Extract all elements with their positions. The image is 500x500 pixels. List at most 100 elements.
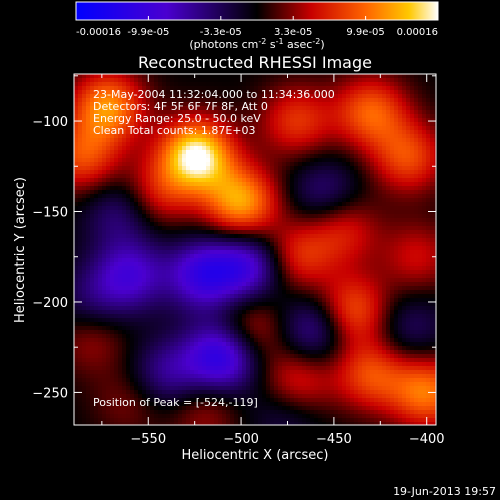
heatmap-cell (158, 174, 162, 178)
heatmap-cell (114, 246, 118, 250)
heatmap-cell (158, 230, 162, 234)
heatmap-cell (370, 138, 374, 142)
heatmap-cell (210, 118, 214, 122)
heatmap-cell (346, 246, 350, 250)
heatmap-cell (130, 170, 134, 174)
heatmap-cell (386, 206, 390, 210)
heatmap-cell (326, 222, 330, 226)
heatmap-cell (118, 206, 122, 210)
heatmap-cell (186, 202, 190, 206)
heatmap-cell (366, 170, 370, 174)
heatmap-cell (294, 130, 298, 134)
heatmap-cell (398, 234, 402, 238)
heatmap-cell (354, 130, 358, 134)
heatmap-cell (134, 222, 138, 226)
heatmap-cell (242, 170, 246, 174)
heatmap-cell (278, 154, 282, 158)
heatmap-cell (94, 154, 98, 158)
heatmap-cell (294, 94, 298, 98)
heatmap-cell (202, 274, 206, 278)
heatmap-cell (286, 262, 290, 266)
heatmap-cell (258, 282, 262, 286)
heatmap-cell (86, 190, 90, 194)
heatmap-cell (90, 98, 94, 102)
heatmap-cell (226, 110, 230, 114)
heatmap-cell (202, 218, 206, 222)
heatmap-cell (390, 74, 394, 78)
heatmap-cell (126, 242, 130, 246)
heatmap-cell (274, 134, 278, 138)
heatmap-cell (358, 94, 362, 98)
heatmap-cell (130, 278, 134, 282)
heatmap-cell (302, 90, 306, 94)
heatmap-cell (242, 242, 246, 246)
heatmap-cell (126, 102, 130, 106)
heatmap-cell (278, 174, 282, 178)
heatmap-cell (270, 110, 274, 114)
heatmap-cell (218, 262, 222, 266)
heatmap-cell (422, 142, 426, 146)
heatmap-cell (194, 102, 198, 106)
heatmap-cell (226, 274, 230, 278)
heatmap-cell (126, 186, 130, 190)
heatmap-cell (170, 274, 174, 278)
heatmap-cell (262, 218, 266, 222)
heatmap-cell (358, 286, 362, 290)
heatmap-cell (146, 150, 150, 154)
heatmap-cell (138, 194, 142, 198)
heatmap-cell (398, 250, 402, 254)
heatmap-cell (422, 106, 426, 110)
heatmap-cell (230, 126, 234, 130)
heatmap-cell (194, 186, 198, 190)
heatmap-cell (78, 166, 82, 170)
heatmap-cell (434, 146, 436, 150)
heatmap-cell (298, 106, 302, 110)
heatmap-cell (206, 198, 210, 202)
heatmap-cell (322, 134, 326, 138)
heatmap-cell (142, 286, 146, 290)
heatmap-cell (194, 110, 198, 114)
heatmap-cell (234, 130, 238, 134)
heatmap-cell (342, 182, 346, 186)
heatmap-cell (430, 162, 434, 166)
heatmap-cell (102, 234, 106, 238)
heatmap-cell (350, 170, 354, 174)
heatmap-cell (266, 186, 270, 190)
heatmap-cell (414, 110, 418, 114)
heatmap-cell (242, 118, 246, 122)
heatmap-cell (418, 286, 422, 290)
heatmap-cell (418, 98, 422, 102)
heatmap-cell (426, 242, 430, 246)
heatmap-cell (358, 74, 362, 78)
heatmap-cell (106, 218, 110, 222)
heatmap-cell (130, 78, 134, 82)
heatmap-cell (222, 126, 226, 130)
heatmap-cell (414, 138, 418, 142)
heatmap-cell (130, 238, 134, 242)
heatmap-cell (74, 142, 78, 146)
heatmap-cell (198, 230, 202, 234)
heatmap-cell (250, 254, 254, 258)
heatmap-cell (426, 86, 430, 90)
heatmap-cell (294, 266, 298, 270)
heatmap-cell (158, 262, 162, 266)
heatmap-cell (274, 258, 278, 262)
heatmap-cell (326, 182, 330, 186)
heatmap-cell (142, 154, 146, 158)
heatmap-cell (98, 282, 102, 286)
heatmap-cell (186, 166, 190, 170)
heatmap-cell (90, 178, 94, 182)
heatmap-cell (422, 138, 426, 142)
heatmap-cell (406, 218, 410, 222)
heatmap-cell (434, 130, 436, 134)
heatmap-cell (102, 138, 106, 142)
heatmap-cell (330, 134, 334, 138)
heatmap-cell (194, 178, 198, 182)
heatmap-cell (122, 142, 126, 146)
heatmap-cell (122, 202, 126, 206)
heatmap-cell (282, 206, 286, 210)
heatmap-cell (374, 270, 378, 274)
heatmap-cell (338, 178, 342, 182)
heatmap-cell (118, 274, 122, 278)
heatmap-cell (354, 86, 358, 90)
